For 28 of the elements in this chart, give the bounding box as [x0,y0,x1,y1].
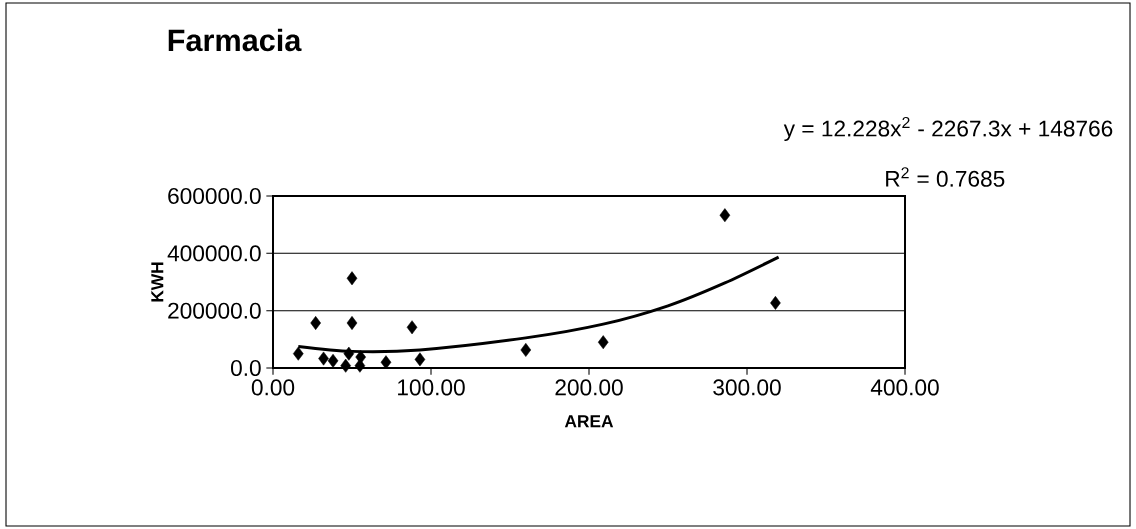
point [327,353,339,368]
y-tick-label: 400000.0 [167,245,261,262]
point [293,346,304,361]
x-axis-title: AREA [564,415,614,428]
point [346,316,358,330]
x-tick-label: 300.00 [713,379,781,396]
x-tick-label: 400.00 [870,379,939,396]
point [719,208,731,223]
chart-title: Farmacia [168,28,302,52]
y-tick-label: 0.0 [230,359,261,377]
point [343,346,355,361]
text: R$^{2}$ = 0.7685 [886,167,1005,187]
y-axis-title: KWH [151,262,164,302]
point [520,343,532,357]
y-tick-label: 200000.0 [168,302,261,319]
x-tick-label: 100.00 [398,379,465,396]
y-tick-label: 600000.0 [168,187,261,205]
x-tick-label: 0.00 [251,379,295,396]
x-tick-label: 200.00 [555,379,623,396]
point [346,271,358,286]
point [770,295,781,310]
point [310,316,321,330]
text: y = 12.228x$^{2}$ - 2267.3x + 148766 [783,116,1113,142]
point [414,352,426,367]
point [318,351,329,366]
point [406,320,418,335]
point [340,358,351,373]
point [597,335,609,350]
